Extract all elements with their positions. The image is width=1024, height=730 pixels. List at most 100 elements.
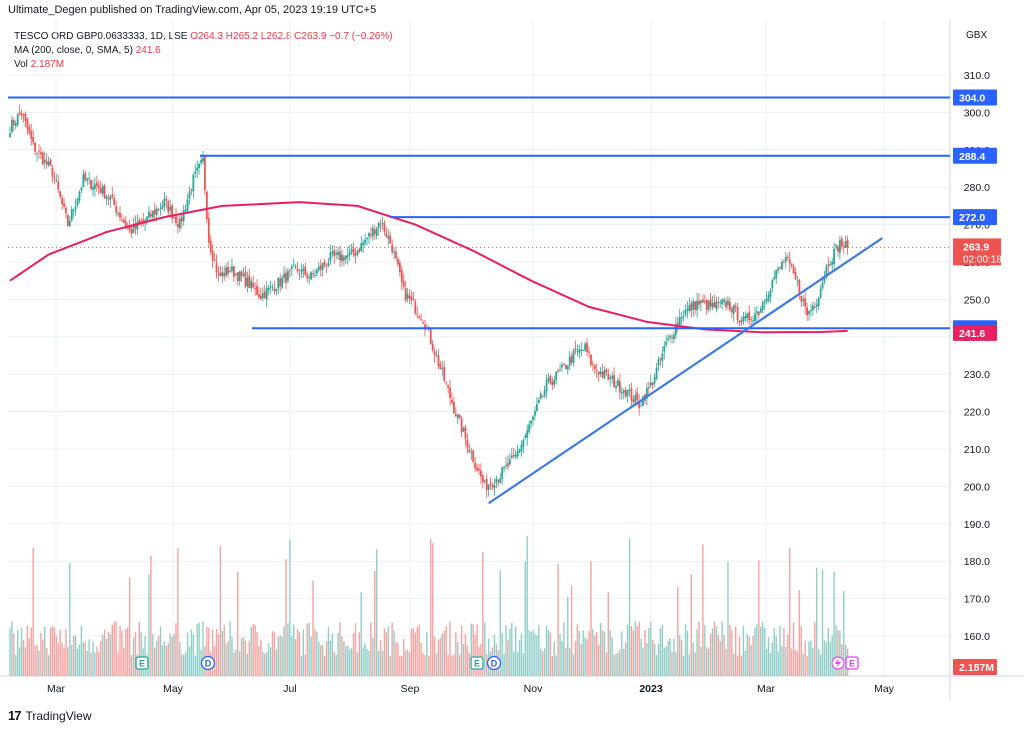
volume-bar [736, 655, 739, 676]
candle-body [288, 269, 291, 271]
ma-badge: 241.6 [953, 324, 997, 341]
candle-body [481, 475, 484, 482]
candle-body [564, 364, 567, 369]
candle-body [424, 324, 426, 330]
volume-bar [580, 644, 582, 676]
candle-body [842, 245, 845, 247]
volume-bar [381, 650, 384, 676]
candle-body [775, 270, 778, 279]
candle-body [151, 210, 154, 218]
volume-bar [154, 647, 156, 676]
volume-bar [111, 624, 113, 676]
volume-bar [76, 648, 79, 676]
lightning-icon[interactable] [831, 656, 845, 670]
volume-bar [557, 564, 559, 676]
volume-bar [26, 625, 29, 676]
candle-body [211, 251, 214, 261]
volume-bar [291, 636, 293, 676]
volume-bar [837, 629, 839, 676]
price-tick-label: 310.0 [964, 70, 990, 82]
candle-body [49, 159, 52, 166]
volume-bar [395, 641, 397, 676]
candle-body [391, 244, 394, 253]
candle-body [130, 229, 133, 234]
candle-body [429, 329, 432, 345]
volume-bar [155, 640, 158, 676]
volume-bar [177, 547, 179, 676]
candle-body [65, 207, 67, 214]
candle-body [757, 311, 760, 315]
volume-bar [505, 625, 507, 676]
earnings-marker-icon[interactable]: E [135, 656, 149, 670]
volume-bar [202, 621, 204, 676]
volume-bar [262, 651, 264, 676]
volume-bar [32, 547, 34, 676]
candle-body [584, 343, 587, 351]
volume-bar [18, 647, 21, 676]
volume-bar [354, 623, 357, 676]
dividend-marker-icon[interactable]: D [486, 655, 502, 671]
volume-bar [653, 643, 656, 676]
candle-body [155, 208, 158, 216]
volume-bar [700, 646, 702, 676]
candle-body [371, 227, 374, 237]
volume-bar [783, 627, 785, 676]
volume-bar [242, 637, 245, 676]
candle-body [634, 395, 637, 403]
volume-bar [682, 655, 685, 676]
candle-body [250, 280, 253, 288]
candle-body [823, 278, 826, 282]
volume-bar [252, 624, 254, 676]
candle-body [348, 251, 351, 255]
earnings-marker-icon[interactable]: E [845, 656, 859, 670]
candle-body [182, 210, 185, 221]
candle-body [408, 295, 411, 299]
trend-line[interactable] [488, 237, 883, 505]
candle-body [618, 381, 621, 393]
ma-badge-label: 241.6 [959, 328, 985, 340]
volume-bar [144, 636, 146, 676]
candle-body [113, 198, 116, 205]
candle-body [400, 269, 403, 283]
volume-bar [308, 622, 310, 676]
volume-bar [578, 631, 581, 676]
candle-body [61, 197, 64, 205]
candle-body [723, 299, 725, 302]
candle-body [806, 307, 808, 316]
volume-bar [638, 621, 640, 676]
candle-body [447, 385, 450, 388]
volume-bar [447, 654, 449, 676]
volume-bar [570, 585, 573, 676]
volume-bar [28, 638, 30, 676]
earnings-marker-icon[interactable]: E [470, 656, 484, 670]
volume-bar [634, 621, 637, 676]
candle-body [763, 301, 766, 303]
event-marker-label: D [491, 659, 498, 669]
candle-body [43, 159, 46, 163]
candle-body [234, 273, 237, 276]
volume-bar [310, 636, 312, 676]
candle-body [327, 262, 330, 266]
volume-bar [65, 628, 67, 676]
candle-body [34, 142, 36, 152]
candle-body [136, 221, 139, 230]
price-chart[interactable]: 310.0300.0290.0280.0270.0260.0250.0240.0… [0, 0, 1024, 700]
candle-body [375, 228, 378, 237]
volume-bar [675, 652, 677, 676]
candle-body [271, 287, 274, 289]
volume-bar [265, 651, 268, 676]
dividend-marker-icon[interactable]: D [200, 655, 216, 671]
volume-bar [487, 638, 490, 676]
volume-bar [451, 655, 453, 676]
volume-bar [814, 622, 816, 676]
volume-bar [109, 634, 112, 676]
candle-body [534, 410, 536, 416]
volume-bar [42, 639, 44, 676]
volume-bar [449, 621, 451, 676]
candle-body [410, 296, 413, 300]
candle-body [649, 382, 652, 386]
candle-body [55, 180, 58, 182]
candle-body [547, 377, 550, 381]
candle-body [115, 206, 118, 213]
volume-bar [130, 655, 133, 676]
